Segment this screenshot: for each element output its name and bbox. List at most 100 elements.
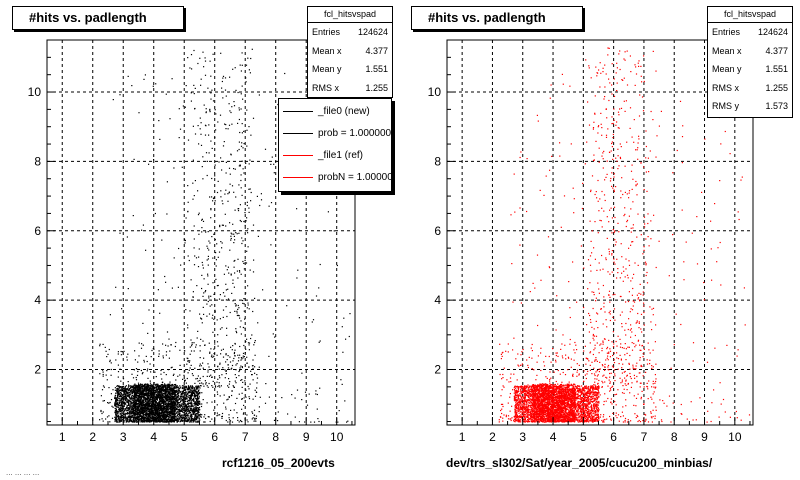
left-data-point <box>129 408 131 410</box>
left-data-point <box>187 402 189 404</box>
left-data-point <box>195 413 197 415</box>
left-data-point <box>117 411 119 413</box>
left-data-point <box>204 414 206 416</box>
left-data-point <box>247 57 249 59</box>
left-data-point <box>162 395 164 397</box>
left-data-point <box>179 128 182 130</box>
left-data-point <box>122 400 124 402</box>
left-data-point <box>159 402 161 405</box>
left-data-point <box>170 392 172 394</box>
left-data-point <box>128 407 130 409</box>
left-data-point <box>237 210 240 212</box>
left-data-point <box>186 394 188 396</box>
left-data-point <box>155 389 157 391</box>
left-data-point <box>146 389 149 391</box>
left-data-point <box>234 239 236 241</box>
left-data-point <box>194 367 196 369</box>
left-data-point <box>150 398 152 400</box>
left-data-point <box>144 397 146 400</box>
left-data-point <box>230 274 232 276</box>
left-data-point <box>188 399 190 401</box>
left-data-point <box>148 387 150 389</box>
left-data-point <box>108 402 110 404</box>
left-data-point <box>187 385 190 387</box>
left-data-point <box>218 368 220 370</box>
left-data-point <box>134 388 136 390</box>
left-data-point <box>219 362 221 364</box>
left-data-point <box>120 419 122 422</box>
left-data-point <box>130 420 132 422</box>
left-data-point <box>114 403 116 405</box>
left-data-point <box>127 421 129 423</box>
left-data-point <box>199 357 201 359</box>
left-data-point <box>130 401 132 403</box>
left-data-point <box>155 415 157 417</box>
left-data-point <box>155 418 157 420</box>
left-data-point <box>197 386 199 388</box>
left-data-point <box>227 200 229 202</box>
left-data-point <box>226 315 228 318</box>
left-data-point <box>168 393 170 395</box>
left-data-point <box>196 391 198 393</box>
left-data-point <box>231 349 233 351</box>
left-data-point <box>140 347 143 349</box>
left-data-point <box>243 143 245 145</box>
left-data-point <box>120 410 122 412</box>
left-data-point <box>150 391 152 394</box>
left-data-point <box>161 400 163 402</box>
left-data-point <box>238 315 240 317</box>
left-data-point <box>189 407 191 409</box>
left-data-point <box>230 239 232 241</box>
left-data-point <box>230 273 232 275</box>
left-data-point <box>234 272 236 274</box>
left-data-point <box>143 361 145 363</box>
left-data-point <box>250 57 252 60</box>
left-data-point <box>135 419 137 421</box>
left-data-point <box>208 416 210 418</box>
left-data-point <box>192 374 194 377</box>
left-data-point <box>230 346 232 348</box>
left-data-point <box>137 384 140 386</box>
left-data-point <box>167 385 170 388</box>
left-data-point <box>243 172 245 174</box>
left-data-point <box>99 373 101 375</box>
left-data-point <box>125 391 128 393</box>
left-data-point <box>245 292 247 294</box>
left-data-point <box>114 405 116 407</box>
left-data-point <box>170 393 172 395</box>
left-data-point <box>228 396 230 398</box>
left-data-point <box>130 391 132 393</box>
left-data-point <box>181 416 184 418</box>
left-data-point <box>163 417 165 419</box>
left-data-point <box>121 410 123 412</box>
left-data-point <box>184 416 186 418</box>
left-data-point <box>177 409 179 411</box>
left-data-point <box>196 418 198 420</box>
left-data-point <box>169 384 171 387</box>
left-data-point <box>105 418 107 420</box>
left-data-point <box>204 60 207 62</box>
left-data-point <box>130 386 132 388</box>
left-data-point <box>150 385 152 387</box>
left-data-point <box>222 75 225 77</box>
left-data-point <box>168 384 170 386</box>
left-data-point <box>184 420 186 422</box>
left-data-point <box>246 109 248 111</box>
left-data-point <box>124 412 126 414</box>
left-data-point <box>230 235 232 237</box>
left-data-point <box>199 368 201 370</box>
left-data-point <box>254 419 256 421</box>
left-data-point <box>135 389 137 391</box>
left-data-point <box>136 412 138 414</box>
left-data-point <box>176 402 178 404</box>
left-data-point <box>164 417 166 419</box>
left-data-point <box>239 369 241 371</box>
left-data-point <box>127 395 129 397</box>
left-data-point <box>231 233 233 235</box>
left-data-point <box>239 345 241 348</box>
left-data-point <box>233 233 235 235</box>
left-data-point <box>167 369 170 371</box>
left-data-point <box>127 410 129 412</box>
left-data-point <box>214 200 216 202</box>
left-data-point <box>145 410 147 412</box>
